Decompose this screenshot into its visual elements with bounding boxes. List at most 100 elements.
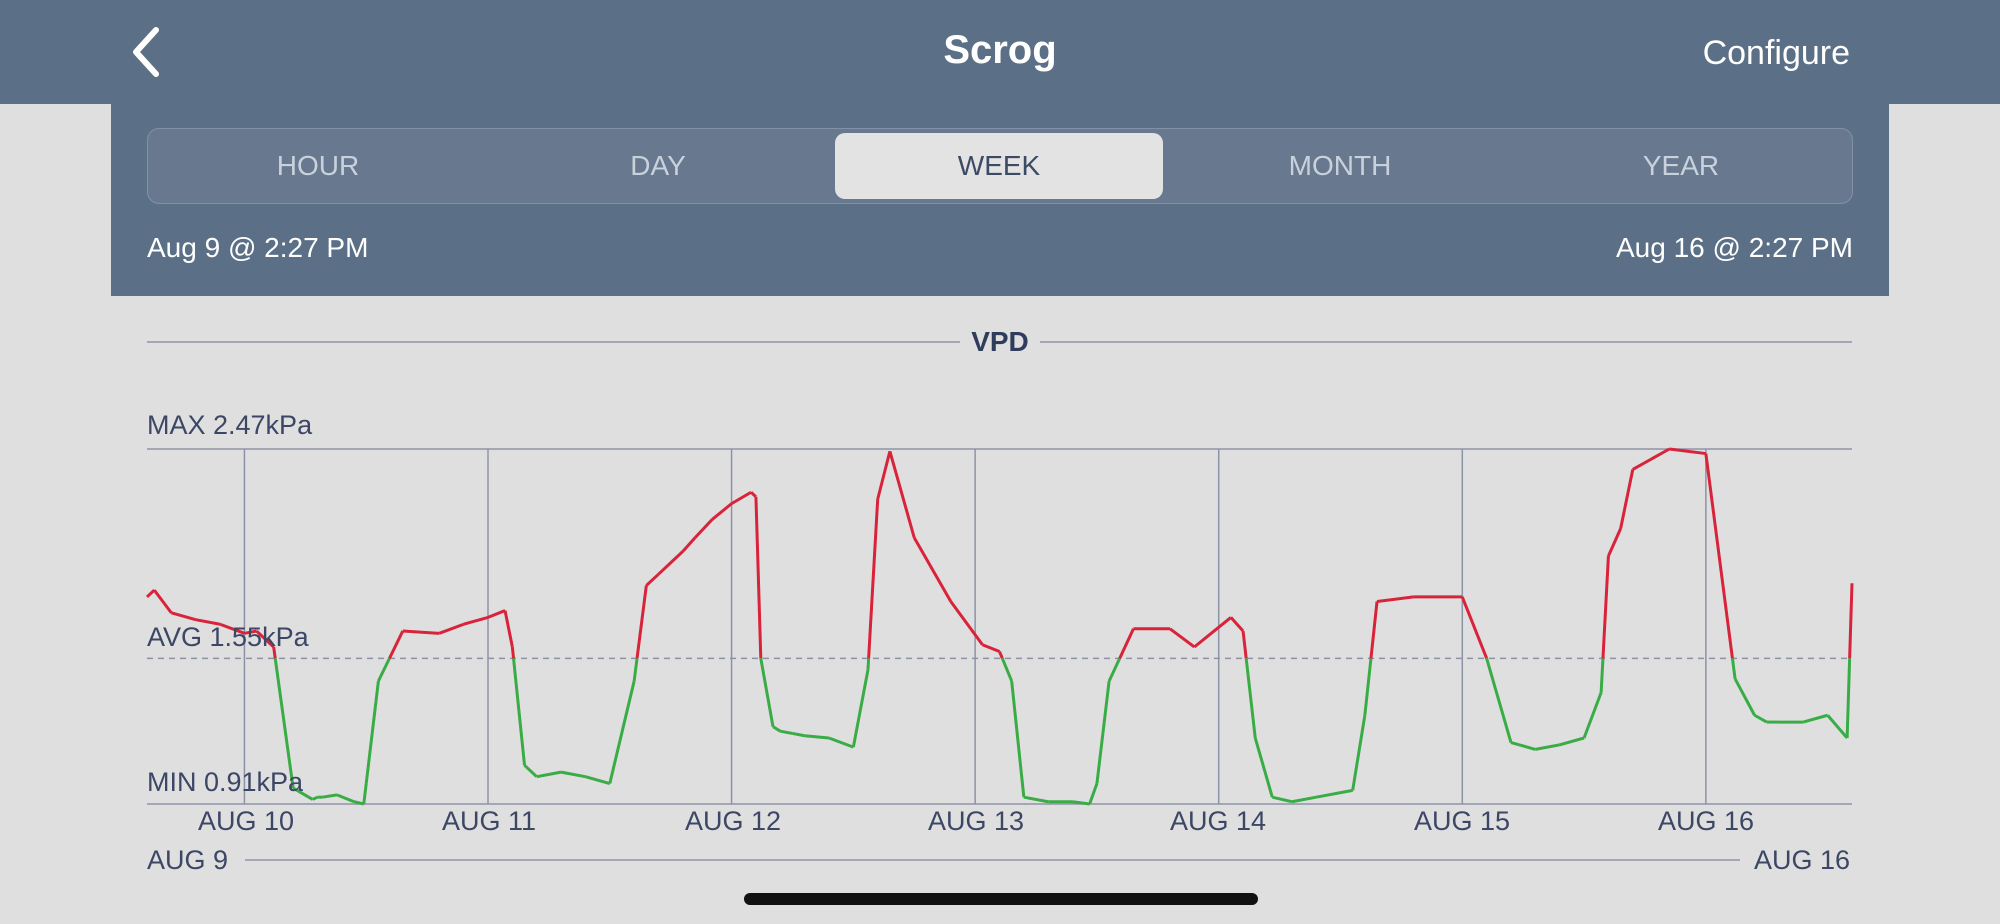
vpd-line-segment — [1244, 658, 1257, 739]
vpd-line-segment — [1072, 800, 1090, 806]
vpd-line-segment — [362, 783, 368, 805]
vpd-line-segment — [1229, 616, 1245, 633]
vpd-line-segment — [1632, 447, 1671, 471]
vpd-line-segment — [772, 725, 782, 733]
vpd-line-segment — [750, 491, 757, 498]
vpd-line-segment — [1619, 469, 1635, 529]
vpd-line-segment — [635, 585, 648, 659]
vpd-line-segment — [1601, 555, 1610, 659]
vpd-line-segment — [759, 658, 775, 727]
back-button[interactable] — [126, 26, 166, 78]
vpd-line-segment — [292, 786, 314, 801]
vpd-line-segment — [1271, 795, 1293, 804]
chevron-left-icon — [133, 27, 159, 77]
vpd-line-segment — [438, 622, 465, 635]
vpd-line-segment — [1826, 714, 1849, 739]
vpd-line-segment — [1253, 737, 1274, 798]
vpd-line-segment — [364, 680, 380, 784]
vpd-line-segment — [876, 450, 892, 500]
tab-hour[interactable]: HOUR — [276, 150, 360, 181]
vpd-line-segment — [693, 518, 714, 539]
vpd-line-segment — [949, 600, 984, 646]
vpd-line-segment — [463, 615, 489, 626]
vpd-line-segment — [1704, 453, 1734, 659]
time-range-panel: HOUR DAY WEEK MONTH YEAR Aug 9 @ 2:27 PM… — [111, 104, 1889, 296]
vpd-line-segment — [255, 629, 275, 649]
configure-button[interactable]: Configure — [1702, 34, 1850, 72]
vpd-line-segment — [1599, 658, 1605, 693]
vpd-line-segment — [1730, 658, 1737, 680]
vpd-line-segment — [353, 800, 365, 806]
tab-week[interactable]: WEEK — [835, 133, 1163, 199]
vpd-line-segment — [912, 537, 953, 603]
x-tick-label: AUG 13 — [927, 806, 1025, 836]
vpd-line-segment — [311, 795, 319, 801]
vpd-line-segment — [1118, 628, 1135, 659]
vpd-line-segment — [336, 793, 355, 804]
nav-bar: Scrog Configure — [0, 0, 2000, 104]
vpd-line-segment — [1023, 795, 1049, 804]
vpd-line-segment — [1559, 736, 1585, 747]
vpd-line-segment — [828, 736, 854, 749]
vpd-line-segment — [888, 450, 916, 539]
range-end-date: AUG 16 — [1754, 845, 1851, 875]
vpd-line-segment — [1535, 743, 1560, 751]
vpd-line-segment — [1802, 713, 1829, 724]
vpd-line-segment — [272, 646, 277, 659]
x-tick-label: AUG 14 — [1169, 806, 1267, 836]
tab-day[interactable]: DAY — [630, 150, 686, 181]
vpd-line-segment — [1351, 715, 1367, 791]
vpd-line-segment — [487, 609, 506, 619]
vpd-line-segment — [1000, 657, 1014, 682]
vpd-line-segment — [657, 550, 684, 576]
vpd-line-segment — [153, 589, 173, 614]
x-tick-label: AUG 12 — [684, 806, 782, 836]
vpd-line-segment — [1460, 596, 1489, 659]
vpd-line-segment — [1315, 788, 1353, 799]
vpd-line-segment — [503, 610, 514, 648]
time-period-segmented-control: HOUR DAY WEEK MONTH YEAR — [147, 128, 1853, 204]
vpd-line-segment — [195, 618, 221, 626]
vpd-line-segment — [1088, 783, 1099, 805]
range-start-date: AUG 9 — [147, 845, 229, 875]
vpd-line-segment — [273, 658, 295, 789]
vpd-line-segment — [523, 764, 538, 778]
x-tick-label: AUG 15 — [1413, 806, 1511, 836]
vpd-line-segment — [1169, 627, 1196, 649]
vpd-line-segment — [632, 658, 639, 682]
vpd-line-segment — [377, 657, 391, 682]
vpd-line-segment — [512, 658, 527, 766]
vpd-line-segment — [867, 498, 880, 659]
vpd-line-segment — [219, 622, 245, 635]
vpd-line-segment — [1485, 657, 1513, 743]
vpd-line-segment — [322, 793, 338, 799]
vpd-line-segment — [1291, 795, 1317, 804]
x-tick-label: AUG 16 — [1657, 806, 1755, 836]
vpd-line-segment — [1753, 713, 1768, 724]
vpd-line-segment — [804, 734, 830, 740]
page-title: Scrog — [943, 28, 1057, 72]
vpd-line-segment — [1010, 680, 1026, 798]
tab-month[interactable]: MONTH — [1288, 150, 1392, 181]
vpd-line-segment — [981, 643, 1001, 653]
vpd-line-segment — [1363, 658, 1373, 716]
vpd-line-segment — [510, 646, 516, 659]
range-end-label: Aug 16 @ 2:27 PM — [1615, 232, 1853, 263]
vpd-line-segment — [585, 775, 611, 785]
vpd-line-segment — [681, 536, 697, 553]
tab-year[interactable]: YEAR — [1642, 150, 1720, 181]
max-label: MAX 2.47kPa — [147, 410, 313, 440]
vpd-line-segment — [536, 770, 562, 779]
home-indicator — [744, 893, 1258, 905]
vpd-line-segment — [402, 629, 440, 635]
vpd-line-segment — [1607, 528, 1622, 557]
vpd-line-segment — [244, 629, 257, 635]
vpd-line-segment — [1241, 630, 1248, 659]
vpd-line-segment — [851, 669, 870, 748]
vpd-line-segment — [998, 650, 1004, 659]
vpd-line-segment — [730, 490, 752, 505]
vpd-line-segment — [1376, 595, 1414, 603]
vpd-line-segment — [608, 680, 636, 784]
vpd-line-segment — [792, 731, 805, 738]
